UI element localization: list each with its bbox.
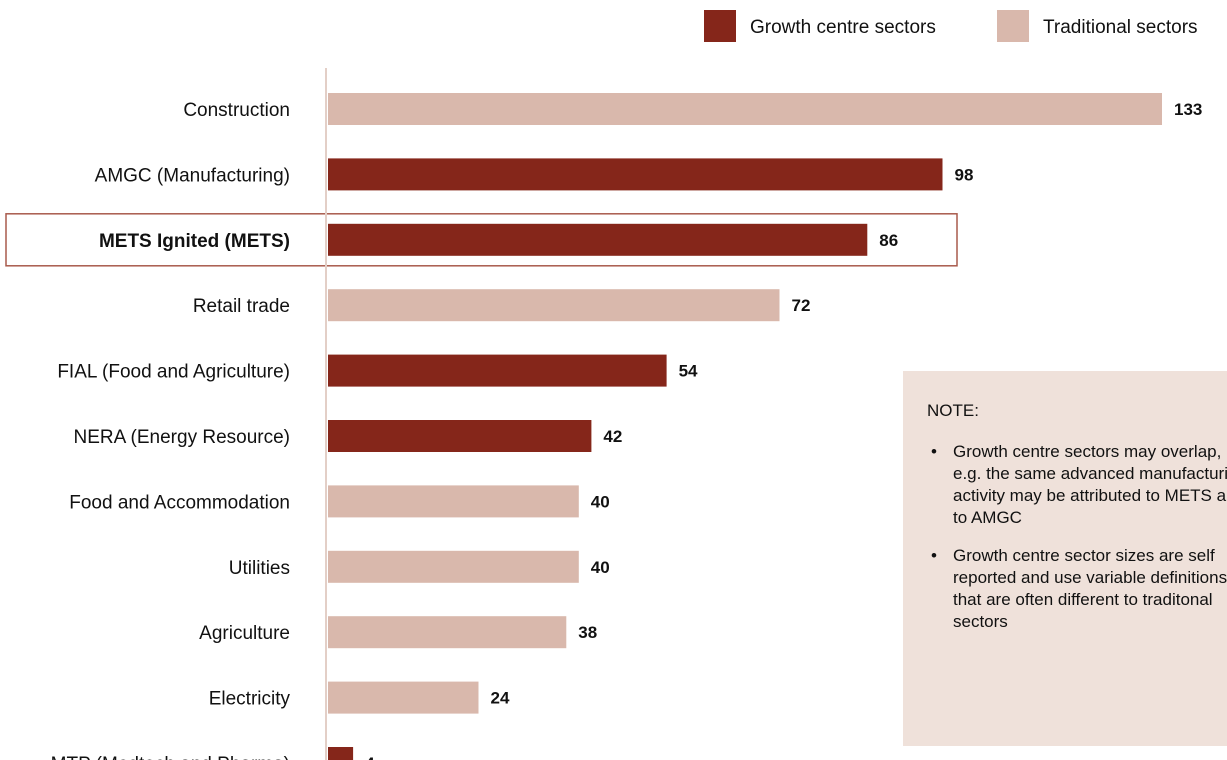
value-label-retail-trade: 72	[792, 296, 811, 315]
category-label-food-and-accommodation: Food and Accommodation	[69, 492, 290, 513]
bar-electricity	[328, 681, 479, 714]
category-label-utilities: Utilities	[229, 558, 290, 579]
legend-swatch-traditional	[997, 10, 1029, 42]
bar-mets-ignited-mets	[328, 223, 868, 256]
bar-agriculture	[328, 616, 567, 649]
note-box: NOTE: Growth centre sectors may overlap,…	[903, 371, 1227, 746]
legend-label-growth: Growth centre sectors	[750, 17, 936, 38]
labels-group: Construction 133 AMGC (Manufacturing) 98 MET…	[51, 100, 1203, 760]
value-label-utilities: 40	[591, 558, 610, 577]
bar-amgc-manufacturing	[328, 158, 943, 191]
note-item: Growth centre sectors may overlap, e.g. …	[927, 441, 1227, 529]
legend: Growth centre sectors Traditional sectors	[704, 10, 1198, 42]
category-label-construction: Construction	[183, 100, 290, 121]
highlight-frame	[5, 213, 958, 267]
category-label-electricity: Electricity	[209, 689, 291, 710]
value-label-electricity: 24	[491, 689, 510, 708]
bars-group	[328, 93, 1162, 760]
bar-utilities	[328, 550, 579, 583]
value-label-mets-ignited-mets: 86	[879, 231, 898, 250]
value-label-mtp-medtech-and-pharma: 4	[365, 754, 375, 760]
note-item: Growth centre sector sizes are self repo…	[927, 545, 1227, 633]
highlight-box	[5, 213, 958, 267]
value-label-amgc-manufacturing: 98	[955, 165, 974, 184]
category-label-agriculture: Agriculture	[199, 623, 290, 644]
value-label-agriculture: 38	[578, 623, 597, 642]
bar-mtp-medtech-and-pharma	[328, 747, 354, 760]
category-label-retail-trade: Retail trade	[193, 296, 290, 317]
value-label-food-and-accommodation: 40	[591, 492, 610, 511]
bar-food-and-accommodation	[328, 485, 579, 518]
note-title: NOTE:	[927, 401, 979, 420]
note-list: Growth centre sectors may overlap, e.g. …	[927, 441, 1227, 633]
bar-retail-trade	[328, 289, 780, 322]
category-label-amgc-manufacturing: AMGC (Manufacturing)	[95, 165, 290, 186]
bar-nera-energy-resource	[328, 420, 592, 452]
category-label-mets-ignited-mets: METS Ignited (METS)	[99, 231, 290, 252]
category-label-fial-food-and-agriculture: FIAL (Food and Agriculture)	[57, 362, 290, 383]
bar-construction	[328, 93, 1162, 125]
bar-fial-food-and-agriculture	[328, 354, 667, 387]
value-label-fial-food-and-agriculture: 54	[679, 362, 698, 381]
category-label-nera-energy-resource: NERA (Energy Resource)	[74, 427, 290, 448]
legend-swatch-growth	[704, 10, 736, 42]
value-label-nera-energy-resource: 42	[603, 427, 622, 446]
category-label-mtp-medtech-and-pharma: MTP (Medtech and Pharma)	[51, 754, 290, 760]
legend-label-traditional: Traditional sectors	[1043, 17, 1198, 38]
value-label-construction: 133	[1174, 100, 1202, 119]
